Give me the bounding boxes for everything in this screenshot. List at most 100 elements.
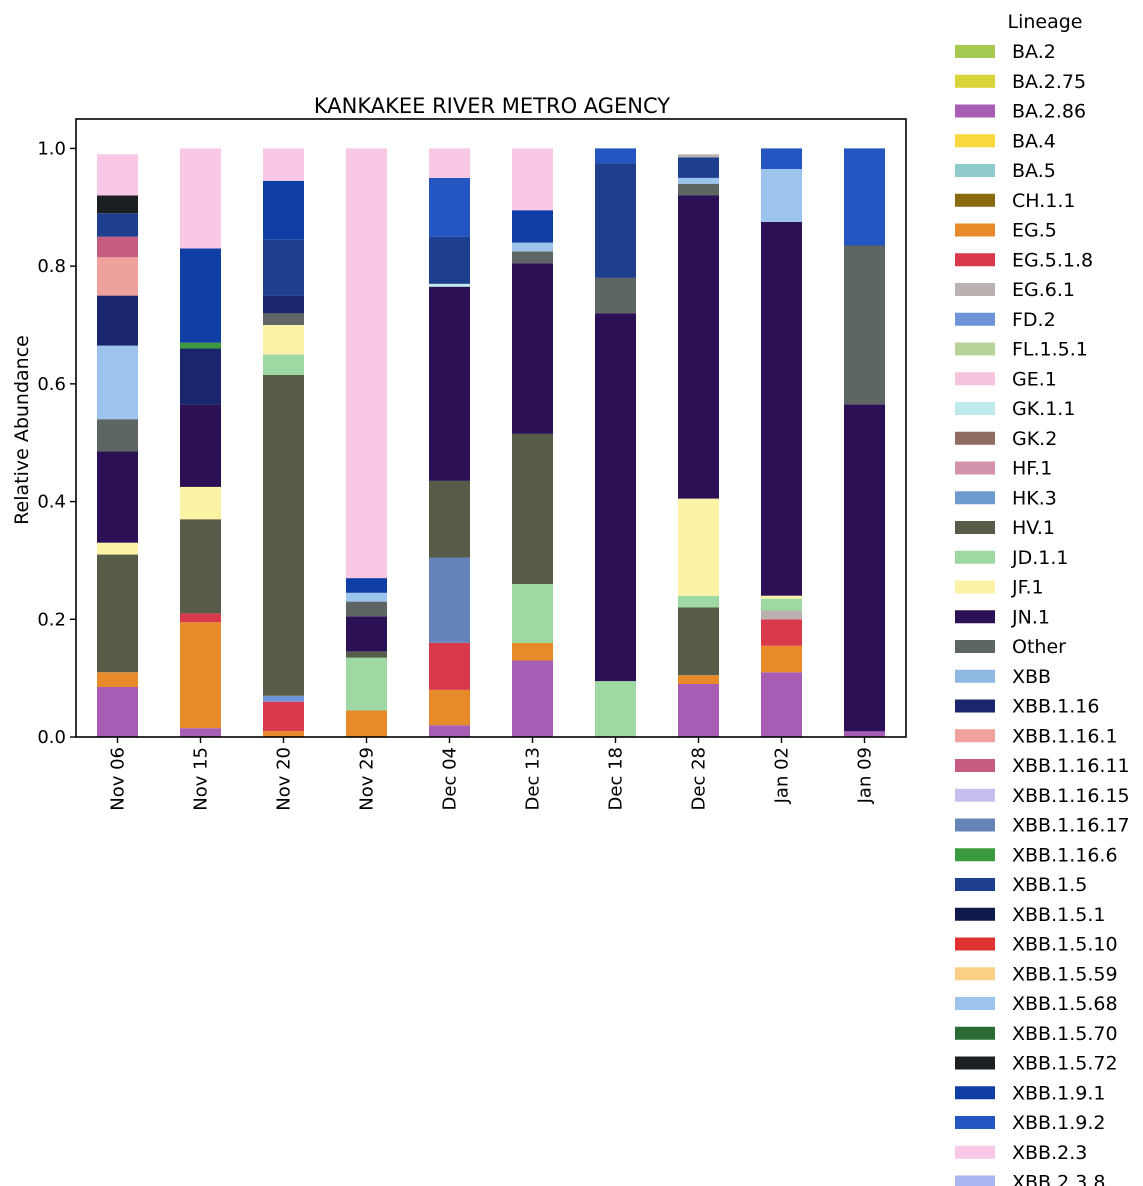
legend-swatch-ba-5 (955, 164, 995, 177)
bar-segment-xbb-1-5-68 (512, 242, 553, 252)
bar-segment-ba-2-86 (844, 731, 885, 737)
legend-swatch-other (955, 640, 995, 653)
legend-swatch-ge-1 (955, 372, 995, 386)
legend-swatch-xbb-1-5-70 (955, 1026, 995, 1040)
bar-segment-eg-5 (346, 710, 387, 737)
bar-segment-other (595, 277, 636, 314)
legend-label: EG.6.1 (1012, 279, 1075, 301)
legend-swatch-gk-2 (955, 431, 995, 445)
bar-segment-jn-1 (512, 263, 553, 434)
bar-segment-jn-1 (678, 195, 719, 499)
bar-segment-other (512, 251, 553, 264)
y-tick-label: 0.8 (37, 256, 66, 277)
bar-segment-other (97, 419, 138, 452)
legend-label: XBB.1.9.2 (1012, 1112, 1105, 1134)
bar-segment-other (678, 183, 719, 196)
legend-label: HK.3 (1012, 487, 1057, 509)
bar-segment-xbb-1-5-72 (97, 195, 138, 214)
bar-segment-other (263, 313, 304, 325)
bar-segment-eg-5-1-8 (263, 701, 304, 732)
bar-segment-xbb-1-16-11 (97, 236, 138, 258)
bar-segment-xbb-1-16 (97, 295, 138, 346)
x-tick-label: Nov 06 (108, 747, 129, 811)
legend-swatch-xbb-1-5-10 (955, 937, 995, 951)
legend-label: XBB.1.5.70 (1012, 1023, 1118, 1045)
x-tick-label: Jan 02 (772, 747, 793, 804)
x-tick-label: Nov 29 (357, 747, 378, 811)
legend-swatch-gk-1-1 (955, 402, 995, 415)
plot-frame (75, 118, 907, 738)
legend-label: EG.5.1.8 (1012, 249, 1093, 271)
legend-swatch-ba-2-75 (955, 74, 995, 88)
bar-segment-jn-1 (761, 222, 802, 596)
x-axis: Nov 06 Nov 15 Nov 20 Nov 29 Dec 04 Dec 13 Dec … (108, 737, 876, 811)
bar-segment-hv-1 (180, 519, 221, 614)
legend-label: JF.1 (1011, 577, 1044, 599)
legend-label: XBB.1.16.11 (1012, 755, 1130, 777)
legend-swatch-ch-1-1 (955, 193, 995, 207)
legend-swatch-xbb-1-5 (955, 878, 995, 891)
bar-segment-jf-1 (263, 325, 304, 355)
bar-segment-xbb-1-5-68 (97, 345, 138, 420)
bar-segment-jf-1 (180, 486, 221, 520)
bar-segment-eg-5 (97, 672, 138, 687)
x-tick-label: Nov 15 (191, 747, 212, 811)
bar-segment-xbb-1-9-1 (512, 210, 553, 243)
bar-segment-eg-5 (263, 731, 304, 737)
legend-swatch-xbb-1-16-11 (955, 759, 995, 772)
legend-swatch-jf-1 (955, 580, 995, 594)
bar-segment-other (844, 245, 885, 405)
bar-segment-jd-1-1 (263, 354, 304, 375)
legend-label: XBB.1.5.1 (1012, 904, 1105, 926)
bar-segment-xbb-1-9-2 (844, 148, 885, 246)
legend-swatch-eg-5-1-8 (955, 253, 995, 267)
legend-label: JN.1 (1011, 606, 1050, 628)
legend-swatch-jn-1 (955, 610, 995, 624)
legend-swatch-ba-2-86 (955, 104, 995, 118)
legend-swatch-xbb-2-3-8 (955, 1175, 995, 1186)
legend-label: XBB.1.16 (1012, 696, 1099, 718)
bar-segment-jn-1 (844, 404, 885, 732)
bar-segment-xbb-1-5-68 (761, 169, 802, 222)
bar-segment-other (346, 601, 387, 617)
y-tick-label: 0.0 (37, 727, 66, 748)
x-tick-label: Dec 04 (440, 747, 461, 810)
bar-segment-fd-2 (263, 695, 304, 702)
legend-label: Other (1012, 636, 1066, 658)
legend-swatch-xbb-1-9-1 (955, 1086, 995, 1100)
bar-segment-ba-2-86 (761, 672, 802, 737)
bar-segment-jn-1 (97, 451, 138, 543)
bar-segment-xbb-1-16 (180, 348, 221, 405)
legend-label: XBB.1.5.59 (1012, 963, 1118, 985)
bar-segment-eg-6-1 (761, 610, 802, 620)
bar-segment-jd-1-1 (595, 681, 636, 737)
legend-label: FL.1.5.1 (1012, 339, 1088, 361)
legend-label: XBB.2.3 (1012, 1142, 1087, 1164)
bar-segment-jf-1 (678, 498, 719, 596)
bar-segment-jd-1-1 (512, 584, 553, 643)
legend-swatch-xbb (955, 669, 995, 683)
chart-title: KANKAKEE RIVER METRO AGENCY (314, 94, 670, 118)
legend-label: XBB (1012, 666, 1051, 688)
legend-label: CH.1.1 (1012, 190, 1075, 212)
bar-segment-eg-5 (761, 645, 802, 673)
bar-segment-eg-5 (429, 689, 470, 726)
legend-swatch-xbb-1-9-2 (955, 1116, 995, 1129)
legend-label: XBB.1.5.10 (1012, 934, 1118, 956)
legend-label: XBB.1.5.68 (1012, 993, 1118, 1015)
legend-swatch-xbb-2-3 (955, 1145, 995, 1159)
bar-segment-eg-5-1-8 (429, 642, 470, 690)
y-tick-label: 0.2 (37, 609, 66, 630)
bar-segment-xbb-1-5-68 (678, 177, 719, 184)
bar-segment-xbb-1-9-2 (429, 177, 470, 237)
legend-swatch-xbb-1-5-68 (955, 997, 995, 1010)
legend-swatch-hf-1 (955, 461, 995, 475)
legend-label: HV.1 (1012, 517, 1055, 539)
bar-segment-xbb-1-16-1 (97, 257, 138, 296)
bar-segment-jd-1-1 (761, 598, 802, 611)
legend-label: XBB.1.16.1 (1012, 725, 1118, 747)
bar-segment-ba-2-86 (180, 728, 221, 737)
y-axis: 0.0 0.2 0.4 0.6 0.8 1.0 (37, 138, 76, 748)
legend-label: HF.1 (1012, 458, 1052, 480)
y-axis-label: Relative Abundance (11, 335, 33, 525)
